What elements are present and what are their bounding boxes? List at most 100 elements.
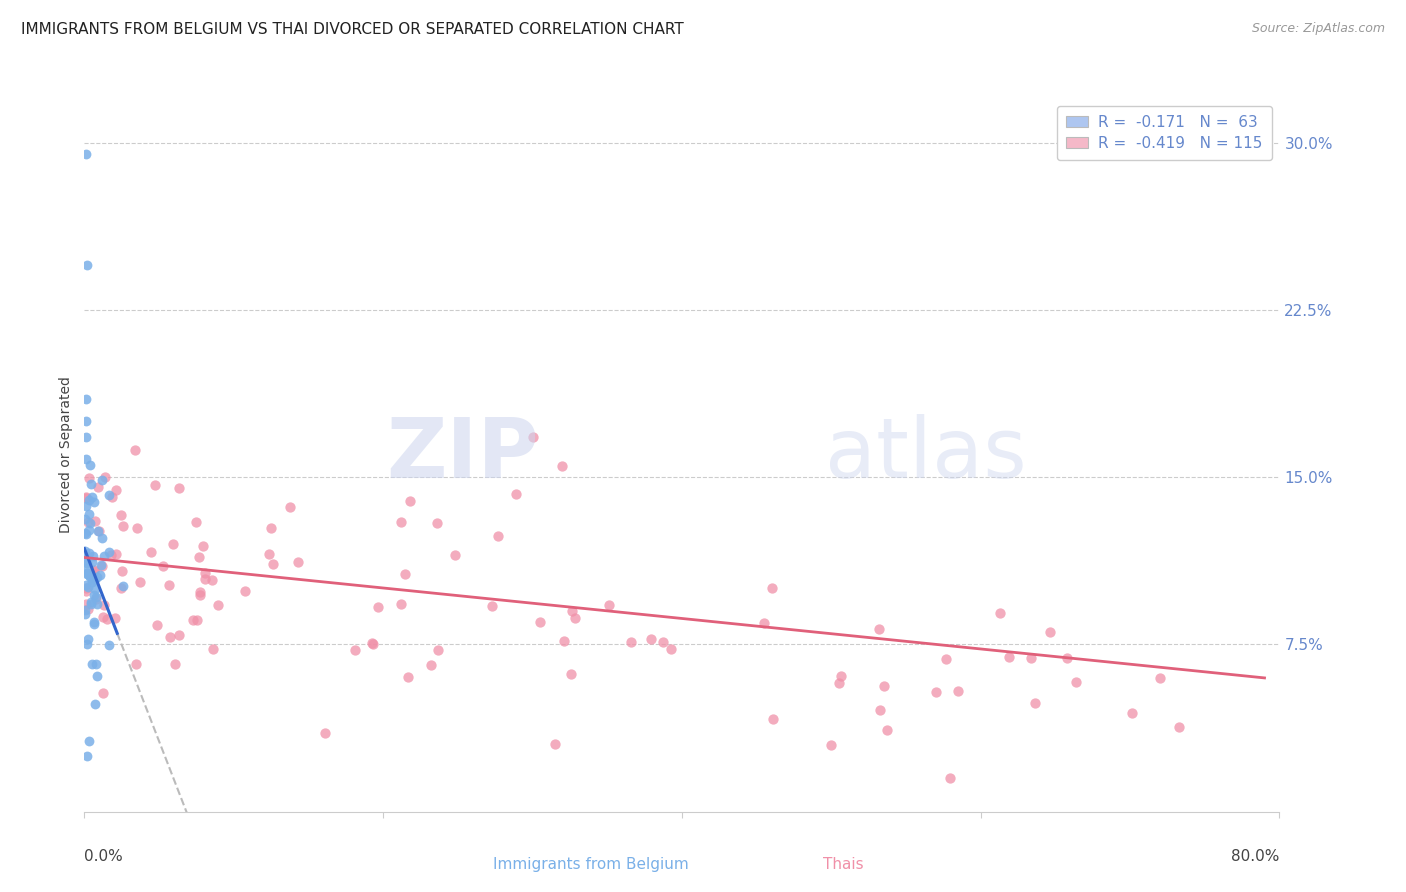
Point: [278, 500, 301, 515]
Point: [83, 697, 105, 711]
Point: [560, 667, 582, 681]
Point: [76, 749, 98, 764]
Point: [79, 458, 101, 472]
Point: [83, 495, 105, 509]
Point: [544, 737, 567, 751]
Text: atlas: atlas: [825, 415, 1026, 495]
Point: [75, 581, 97, 595]
Point: [652, 635, 675, 649]
Point: [124, 442, 146, 457]
Point: [75, 147, 97, 161]
Point: [77, 580, 100, 594]
Point: [873, 679, 896, 693]
Text: ZIP: ZIP: [387, 415, 538, 495]
Point: [1149, 671, 1171, 685]
Point: [828, 675, 851, 690]
Point: [77, 492, 100, 507]
Point: [343, 643, 366, 657]
Point: [111, 564, 134, 578]
Point: [659, 642, 682, 657]
Point: [79, 546, 101, 560]
Point: [76, 566, 98, 581]
Point: [83, 572, 105, 586]
Point: [564, 611, 586, 625]
Legend: R =  -0.171   N =  63, R =  -0.419   N = 115: R = -0.171 N = 63, R = -0.419 N = 115: [1057, 106, 1272, 161]
Text: 0.0%: 0.0%: [84, 849, 124, 863]
Point: [360, 636, 382, 650]
Point: [75, 584, 97, 599]
Point: [83, 563, 105, 577]
Point: [84, 514, 107, 528]
Point: [84, 582, 107, 596]
Text: Thais: Thais: [824, 857, 863, 872]
Point: [83, 616, 105, 631]
Point: [97, 488, 120, 502]
Point: [87, 524, 110, 538]
Point: [75, 562, 97, 576]
Point: [77, 515, 100, 529]
Point: [77, 568, 100, 582]
Point: [830, 669, 852, 683]
Point: [76, 567, 98, 582]
Point: [90, 558, 112, 573]
Point: [104, 611, 127, 625]
Point: [82, 555, 104, 569]
Point: [86, 598, 108, 612]
Point: [110, 581, 132, 595]
Point: [89, 567, 111, 582]
Point: [93, 598, 115, 612]
Point: [259, 547, 281, 561]
Point: [167, 481, 190, 495]
Point: [186, 613, 208, 627]
Point: [75, 491, 97, 505]
Point: [522, 430, 544, 444]
Point: [389, 515, 412, 529]
Point: [193, 539, 215, 553]
Text: 80.0%: 80.0%: [1232, 849, 1279, 863]
Point: [86, 570, 108, 584]
Point: [201, 573, 224, 587]
Point: [79, 516, 101, 530]
Point: [389, 597, 412, 611]
Point: [82, 574, 104, 589]
Point: [90, 559, 112, 574]
Point: [84, 591, 107, 606]
Point: [100, 548, 122, 562]
Point: [79, 733, 101, 747]
Point: [207, 598, 229, 612]
Point: [96, 612, 118, 626]
Point: [396, 670, 419, 684]
Point: [988, 606, 1011, 620]
Point: [998, 649, 1021, 664]
Point: [75, 527, 97, 541]
Point: [761, 581, 783, 595]
Point: [551, 459, 574, 474]
Point: [876, 723, 898, 738]
Point: [75, 543, 97, 558]
Point: [75, 499, 97, 513]
Point: [143, 478, 166, 492]
Text: Immigrants from Belgium: Immigrants from Belgium: [492, 857, 689, 872]
Point: [935, 652, 957, 666]
Point: [75, 392, 97, 407]
Point: [1024, 696, 1046, 710]
Point: [314, 725, 336, 739]
Point: [820, 738, 842, 752]
Point: [83, 574, 105, 588]
Point: [83, 564, 105, 578]
Point: [1121, 706, 1143, 721]
Point: [486, 529, 509, 543]
Point: [186, 515, 208, 529]
Point: [162, 536, 184, 550]
Point: [128, 575, 150, 590]
Point: [91, 532, 114, 546]
Point: [73, 512, 96, 526]
Point: [94, 469, 117, 483]
Point: [869, 703, 891, 717]
Point: [110, 508, 132, 523]
Point: [77, 508, 100, 522]
Point: [152, 558, 174, 573]
Point: [80, 477, 103, 491]
Text: Source: ZipAtlas.com: Source: ZipAtlas.com: [1251, 22, 1385, 36]
Point: [111, 579, 134, 593]
